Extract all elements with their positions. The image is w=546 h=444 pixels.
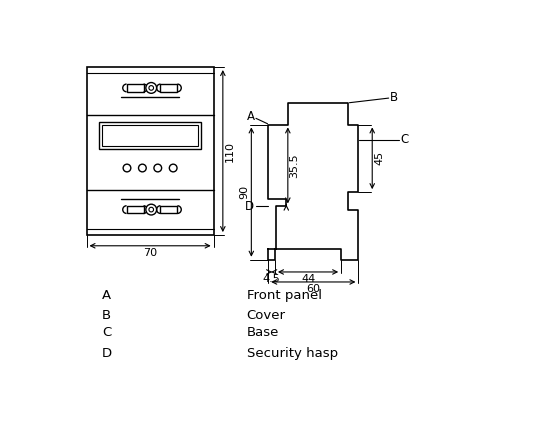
Text: 35.5: 35.5 [289, 153, 299, 178]
Text: 45: 45 [375, 151, 384, 165]
Text: Cover: Cover [247, 309, 286, 321]
Circle shape [146, 83, 157, 93]
Bar [102, 125, 198, 146]
Text: C: C [401, 133, 409, 146]
Bar [99, 122, 201, 149]
Bar [161, 206, 177, 214]
Text: 90: 90 [239, 185, 249, 199]
Text: Base: Base [247, 326, 279, 339]
Circle shape [146, 204, 157, 215]
Text: A: A [246, 110, 254, 123]
Circle shape [169, 164, 177, 172]
Circle shape [123, 164, 131, 172]
Text: D: D [245, 200, 254, 213]
Circle shape [149, 86, 153, 90]
Text: A: A [102, 289, 111, 302]
Text: B: B [102, 309, 111, 321]
Text: 60: 60 [306, 284, 321, 294]
Bar [127, 206, 144, 214]
Circle shape [154, 164, 162, 172]
Text: C: C [102, 326, 111, 339]
Text: B: B [390, 91, 399, 104]
Bar [87, 67, 213, 235]
Text: 44: 44 [301, 274, 315, 284]
Text: 70: 70 [143, 248, 157, 258]
Text: D: D [102, 347, 112, 360]
Text: 4.5: 4.5 [263, 274, 281, 284]
Circle shape [149, 207, 153, 212]
Text: Front panel: Front panel [247, 289, 322, 302]
Circle shape [139, 164, 146, 172]
Text: 110: 110 [225, 141, 235, 162]
Bar [161, 84, 177, 92]
Text: Security hasp: Security hasp [247, 347, 338, 360]
Bar [127, 84, 144, 92]
